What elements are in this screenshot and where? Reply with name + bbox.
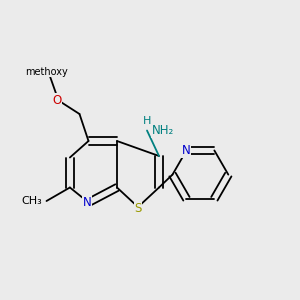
Text: S: S <box>134 202 142 215</box>
Text: O: O <box>52 94 62 107</box>
Text: NH₂: NH₂ <box>152 124 174 137</box>
Text: H: H <box>143 116 151 127</box>
Text: CH₃: CH₃ <box>21 196 42 206</box>
Text: N: N <box>182 144 191 157</box>
Text: N: N <box>82 196 91 209</box>
Text: methoxy: methoxy <box>25 67 68 77</box>
